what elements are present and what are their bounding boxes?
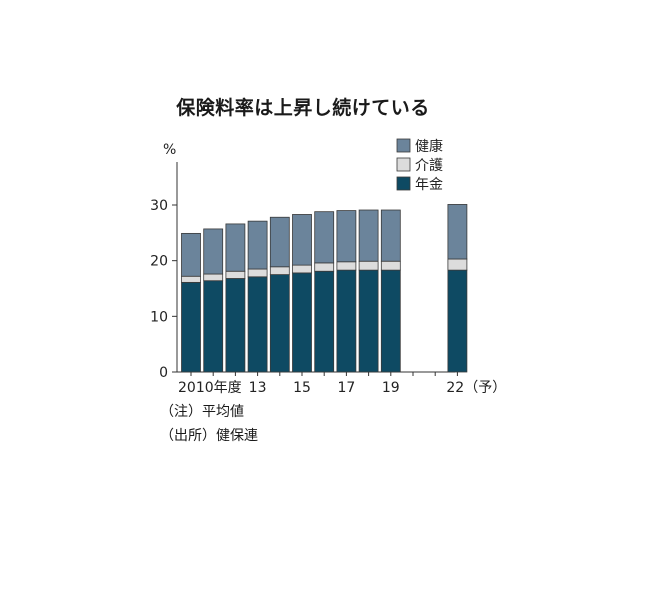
bar-segment (380, 209, 401, 262)
bar-segment (336, 210, 357, 263)
bar-segment (358, 209, 379, 262)
bar-segment (225, 270, 246, 279)
bar-segment (292, 264, 312, 274)
chart-title: 保険料率は上昇し続けている (176, 97, 430, 119)
legend-label: 介護 (415, 158, 443, 174)
x-tick-label: 22（予） (446, 380, 506, 396)
bar-segment (314, 262, 335, 272)
bar-segment (181, 232, 201, 277)
bar-segment (358, 260, 379, 271)
bar-segment (314, 270, 335, 373)
bar-segment (247, 276, 268, 373)
bar-segment (181, 281, 201, 373)
bar-segment (269, 216, 290, 268)
bar-segment (225, 278, 246, 373)
legend-label: 健康 (415, 138, 443, 155)
bars-group (181, 204, 468, 373)
bar-segment (181, 275, 201, 283)
bar-segment (269, 266, 290, 275)
y-tick-label: 30 (150, 198, 168, 214)
bar-segment (292, 272, 312, 373)
x-tick-label: 13 (249, 380, 267, 396)
bar-segment (269, 274, 290, 373)
bar-segment (336, 269, 357, 373)
bar-segment (314, 211, 335, 264)
bar-segment (203, 228, 224, 275)
notes: （注）平均値 （出所）健保連 (160, 400, 258, 448)
bar-segment (447, 204, 468, 260)
bar-segment (292, 214, 312, 266)
legend-swatch (396, 157, 411, 172)
bar-segment (447, 269, 468, 373)
bar-segment (358, 269, 379, 373)
note-average: （注）平均値 (160, 404, 244, 420)
x-tick-label: 19 (382, 380, 400, 396)
note-source: （出所）健保連 (160, 428, 258, 444)
y-tick-label: 20 (150, 254, 168, 270)
legend-swatch (396, 138, 411, 153)
x-tick-label: 17 (337, 380, 355, 396)
bar-segment (380, 260, 401, 271)
y-tick-label: 10 (150, 309, 168, 325)
bar-segment (247, 220, 268, 270)
axes: % 0 10 20 30 2010年度 13 15 17 19 22（予） (150, 142, 506, 396)
bar-segment (225, 223, 246, 272)
legend-swatch (396, 176, 411, 191)
bar-segment (203, 273, 224, 282)
y-tick-label: 0 (159, 365, 168, 381)
y-axis-unit-label: % (163, 142, 176, 158)
bar-segment (380, 269, 401, 373)
bar-segment (203, 280, 224, 373)
legend-label: 年金 (415, 177, 443, 193)
x-tick-label: 15 (293, 380, 311, 396)
bar-segment (247, 268, 268, 278)
bar-segment (447, 258, 468, 271)
bar-segment (336, 261, 357, 271)
x-tick-label: 2010年度 (178, 380, 242, 396)
